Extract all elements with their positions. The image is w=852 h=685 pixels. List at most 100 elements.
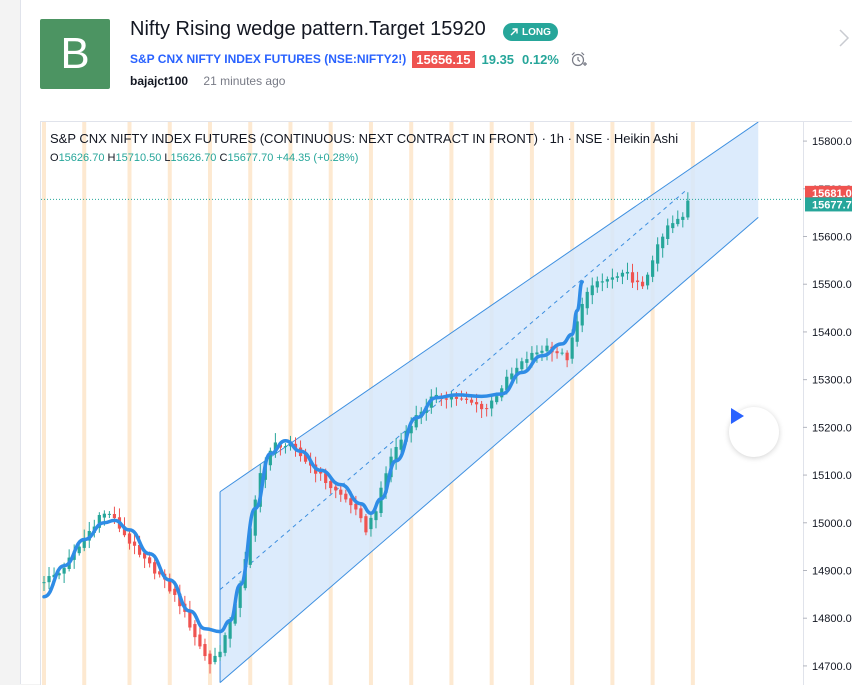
candle-body-74 (414, 415, 418, 428)
candle-body-89 (490, 400, 494, 409)
candle-body-21 (148, 557, 152, 564)
candle-body-85 (469, 399, 474, 403)
channel-fill (220, 122, 759, 683)
y-tick-label-11: 15800.0 (812, 136, 852, 148)
y-tick-label-6: 15300.0 (812, 375, 852, 387)
candle-body-92 (505, 376, 509, 391)
candle-body-55 (319, 471, 323, 474)
candle-body-48 (283, 446, 288, 448)
candle-body-8 (82, 538, 86, 548)
y-tick-label-1: 14800.0 (812, 613, 852, 625)
candle-body-1 (47, 576, 51, 583)
ohlc-open: 15626.70 (58, 152, 105, 164)
candle-body-105 (570, 337, 574, 359)
channel-upper-line (219, 122, 759, 493)
last-price-badge: 15656.15 (412, 50, 475, 68)
avatar[interactable]: B (40, 19, 110, 89)
candle-body-100 (545, 345, 549, 352)
candle-body-13 (107, 513, 111, 515)
price-tag-label-1: 15677.7 (812, 199, 852, 211)
candle-body-86 (474, 402, 479, 405)
candle-body-63 (359, 508, 363, 519)
session-separator-15 (650, 122, 655, 685)
candle-body-83 (459, 398, 464, 400)
moving-average-line (42, 280, 584, 634)
candle-body-84 (464, 398, 469, 400)
candle-body-60 (344, 493, 348, 500)
candle-body-128 (686, 200, 690, 218)
candle-body-111 (600, 281, 604, 283)
candle-body-35 (218, 651, 222, 658)
candle-body-57 (329, 481, 333, 489)
candlestick-chart[interactable]: 14700.0 14800.0 14900.0 15000.0 15100.0 15200… (41, 122, 852, 685)
candle-body-106 (575, 321, 579, 342)
candle-body-30 (193, 624, 197, 638)
candle-body-37 (228, 619, 232, 639)
candle-body-127 (681, 216, 685, 220)
candle-body-102 (555, 351, 559, 354)
candle-body-33 (208, 653, 212, 665)
session-separator-4 (207, 122, 212, 685)
author-link[interactable]: bajajct100 (130, 74, 189, 88)
candle-body-88 (485, 408, 489, 410)
candle-body-64 (364, 516, 368, 533)
session-separator-14 (610, 122, 615, 685)
symbol-code-link[interactable]: (NSE:NIFTY2!) (324, 52, 407, 66)
candle-body-25 (168, 578, 172, 592)
y-tick-label-9: 15600.0 (812, 232, 852, 244)
avatar-letter: B (60, 29, 90, 78)
price-tag-0 (805, 185, 852, 200)
candle-body-29 (188, 610, 192, 628)
chart-area[interactable]: 14700.0 14800.0 14900.0 15000.0 15100.0 15200… (40, 121, 852, 685)
candle-body-23 (158, 571, 162, 575)
y-tick-label-8: 15500.0 (812, 279, 852, 291)
session-separator-3 (167, 122, 172, 685)
alarm-clock-icon[interactable] (569, 50, 587, 68)
candle-body-31 (198, 634, 202, 647)
candle-body-18 (132, 541, 137, 546)
symbol-name-link[interactable]: S&P CNX NIFTY INDEX FUTURES (130, 52, 321, 66)
candle-body-32 (203, 644, 207, 657)
trend-up-arrow-icon (510, 28, 518, 36)
candle-body-71 (399, 439, 403, 450)
session-separator-2 (127, 122, 132, 685)
candle-body-14 (112, 514, 117, 519)
ohlc-high: 15710.50 (115, 152, 162, 164)
play-button[interactable] (729, 407, 779, 457)
idea-title[interactable]: Nifty Rising wedge pattern.Target 15920 (130, 18, 486, 40)
badge-label: LONG (522, 26, 551, 38)
candle-body-34 (213, 655, 217, 663)
candle-body-45 (268, 450, 272, 466)
candle-body-38 (233, 603, 237, 624)
author-row: bajajct100 21 minutes ago (130, 74, 285, 88)
candle-body-112 (605, 279, 609, 282)
candle-body-116 (625, 271, 630, 274)
ohlc-change: +44.35 (+0.28%) (276, 152, 359, 164)
candle-body-58 (334, 486, 338, 491)
candle-body-56 (324, 473, 328, 484)
candle-body-123 (661, 236, 665, 249)
candle-body-39 (238, 583, 242, 608)
candle-body-96 (525, 359, 529, 363)
candle-body-62 (354, 503, 358, 510)
candle-body-104 (565, 352, 569, 361)
session-separator-16 (690, 122, 695, 685)
play-icon (731, 408, 744, 424)
candle-body-73 (409, 425, 413, 434)
candle-body-107 (580, 303, 584, 326)
session-separator-13 (570, 122, 575, 685)
candle-body-124 (666, 225, 670, 239)
ohlc-readout: O15626.70 H15710.50 L15626.70 C15677.70 … (50, 152, 359, 164)
candle-body-98 (535, 352, 539, 355)
candle-body-36 (223, 635, 227, 653)
candle-body-117 (630, 272, 635, 283)
chevron-right-icon[interactable] (838, 28, 850, 48)
session-separator-0 (42, 122, 46, 685)
candle-body-121 (651, 260, 655, 277)
candle-body-109 (590, 285, 594, 296)
candle-body-103 (560, 352, 564, 354)
candle-body-26 (173, 588, 177, 595)
candle-body-22 (153, 562, 157, 574)
y-tick-label-7: 15400.0 (812, 327, 852, 339)
candle-body-125 (671, 223, 675, 229)
